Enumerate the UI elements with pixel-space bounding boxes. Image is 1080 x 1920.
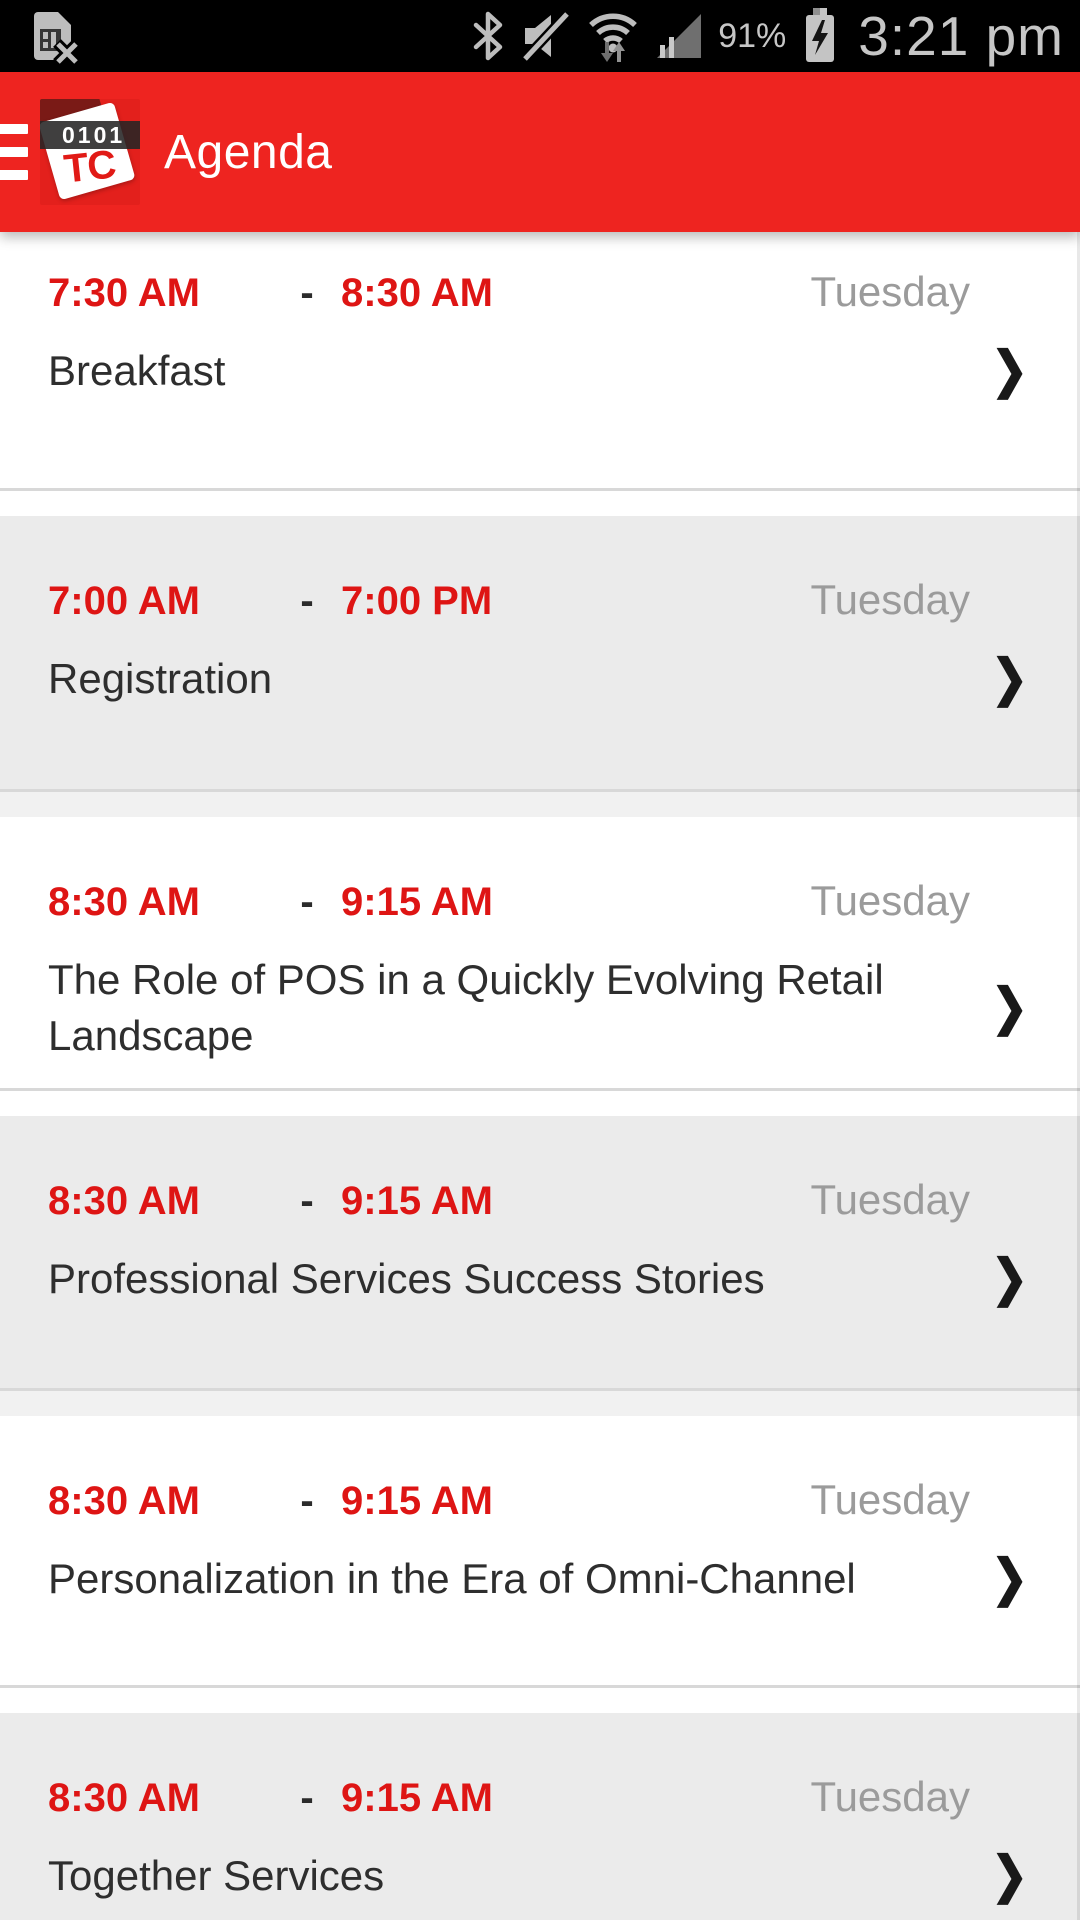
time-separator: - — [300, 271, 314, 315]
time-separator: - — [300, 880, 314, 924]
bluetooth-icon — [473, 11, 503, 61]
card-body: Registration ❯ — [48, 651, 1028, 707]
time-separator: - — [300, 1179, 314, 1223]
card-body: Personalization in the Era of Omni-Chann… — [48, 1551, 1028, 1607]
time-row: 7:00 AM - 7:00 PM Tuesday — [48, 576, 1028, 625]
battery-charging-icon — [806, 8, 835, 62]
day-label: Tuesday — [810, 576, 970, 623]
end-time: 7:00 PM — [341, 579, 493, 623]
end-time: 9:15 AM — [341, 1479, 493, 1523]
agenda-item[interactable]: 8:30 AM - 9:15 AM Tuesday The Role of PO… — [0, 817, 1080, 1116]
card-bottom-divider — [0, 1685, 1080, 1688]
session-title: Personalization in the Era of Omni-Chann… — [48, 1555, 856, 1602]
card-body: Professional Services Success Stories ❯ — [48, 1251, 1028, 1307]
card-bottom-strip — [0, 792, 1080, 817]
start-time: 8:30 AM — [48, 1776, 200, 1820]
day-label: Tuesday — [810, 877, 970, 924]
card-bottom-strip — [0, 1391, 1080, 1416]
chevron-right-icon[interactable]: ❯ — [991, 979, 1028, 1036]
agenda-item[interactable]: 8:30 AM - 9:15 AM Tuesday Personalizatio… — [0, 1416, 1080, 1713]
logo-letters-text: TC — [61, 142, 118, 192]
card-bottom-divider — [0, 488, 1080, 491]
card-bottom-divider — [0, 1388, 1080, 1391]
menu-button[interactable] — [0, 124, 28, 180]
end-time: 9:15 AM — [341, 880, 493, 924]
clock-time: 3:21 pm — [858, 5, 1064, 67]
card-body: Together Services ❯ — [48, 1848, 1028, 1904]
time-separator: - — [300, 1776, 314, 1820]
agenda-item[interactable]: 8:30 AM - 9:15 AM Tuesday Together Servi… — [0, 1713, 1080, 1920]
card-bottom-divider — [0, 1088, 1080, 1091]
logo-band: 0101 — [40, 121, 140, 149]
session-title: Together Services — [48, 1852, 385, 1899]
time-separator: - — [300, 579, 314, 623]
start-time: 7:00 AM — [48, 579, 200, 623]
time-row: 8:30 AM - 9:15 AM Tuesday — [48, 1773, 1028, 1822]
no-sim-icon — [34, 12, 81, 65]
time-row: 8:30 AM - 9:15 AM Tuesday — [48, 877, 1028, 926]
logo-binary-text: 0101 — [62, 121, 126, 148]
wifi-icon — [589, 13, 638, 62]
time-row: 8:30 AM - 9:15 AM Tuesday — [48, 1476, 1028, 1525]
day-label: Tuesday — [810, 1176, 970, 1223]
day-label: Tuesday — [810, 1476, 970, 1523]
agenda-item[interactable]: 7:30 AM - 8:30 AM Tuesday Breakfast ❯ — [0, 232, 1080, 516]
chevron-right-icon[interactable]: ❯ — [991, 342, 1028, 399]
end-time: 9:15 AM — [341, 1179, 493, 1223]
chevron-right-icon[interactable]: ❯ — [991, 1847, 1028, 1904]
session-title: Registration — [48, 655, 273, 702]
agenda-list: 7:30 AM - 8:30 AM Tuesday Breakfast ❯ 7:… — [0, 232, 1080, 1920]
status-bar: 91% 3:21 pm — [0, 0, 1080, 72]
card-body: Breakfast ❯ — [48, 343, 1028, 399]
start-time: 8:30 AM — [48, 1179, 200, 1223]
day-label: Tuesday — [810, 268, 970, 315]
agenda-item[interactable]: 7:00 AM - 7:00 PM Tuesday Registration ❯ — [0, 516, 1080, 817]
volume-muted-icon — [521, 11, 571, 61]
card-body: The Role of POS in a Quickly Evolving Re… — [48, 952, 1028, 1064]
agenda-item[interactable]: 8:30 AM - 9:15 AM Tuesday Professional S… — [0, 1116, 1080, 1416]
session-title: Breakfast — [48, 347, 226, 394]
chevron-right-icon[interactable]: ❯ — [991, 1250, 1028, 1307]
start-time: 7:30 AM — [48, 271, 200, 315]
end-time: 9:15 AM — [341, 1776, 493, 1820]
start-time: 8:30 AM — [48, 1479, 200, 1523]
app-header: 0101 TC Agenda — [0, 72, 1080, 232]
session-title: The Role of POS in a Quickly Evolving Re… — [48, 956, 884, 1059]
app-logo: 0101 TC — [40, 99, 140, 205]
time-row: 7:30 AM - 8:30 AM Tuesday — [48, 268, 1028, 317]
time-separator: - — [300, 1479, 314, 1523]
day-label: Tuesday — [810, 1773, 970, 1820]
signal-strength-icon — [657, 14, 702, 58]
start-time: 8:30 AM — [48, 880, 200, 924]
session-title: Professional Services Success Stories — [48, 1255, 765, 1302]
chevron-right-icon[interactable]: ❯ — [991, 650, 1028, 707]
card-bottom-divider — [0, 789, 1080, 792]
end-time: 8:30 AM — [341, 271, 493, 315]
page-title: Agenda — [164, 125, 333, 179]
hamburger-icon — [0, 124, 28, 134]
battery-percent: 91% — [718, 16, 787, 55]
chevron-right-icon[interactable]: ❯ — [991, 1550, 1028, 1607]
time-row: 8:30 AM - 9:15 AM Tuesday — [48, 1176, 1028, 1225]
